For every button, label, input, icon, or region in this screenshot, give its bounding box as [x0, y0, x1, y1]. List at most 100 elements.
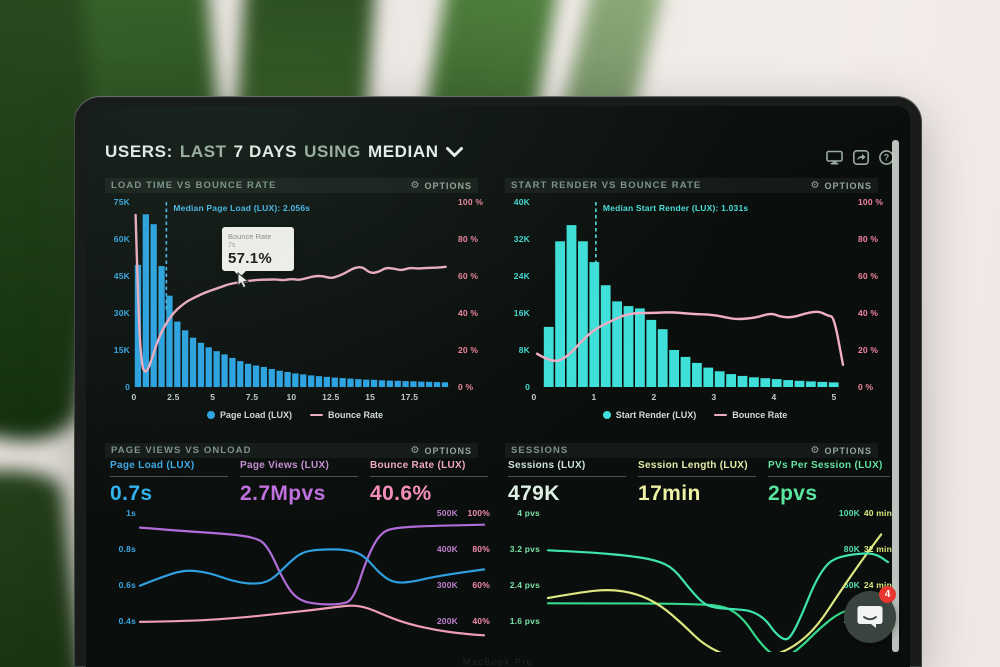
svg-text:2.4 pvs: 2.4 pvs: [510, 580, 540, 590]
metric-value: 17min: [638, 482, 701, 505]
metric-value: 479K: [508, 482, 560, 505]
svg-text:60 %: 60 %: [858, 271, 878, 281]
panel-header-load-time: LOAD TIME VS BOUNCE RATE ⚙ OPTIONS: [105, 178, 478, 193]
svg-text:60%: 60%: [472, 580, 490, 590]
tooltip-value: 57.1%: [228, 250, 273, 267]
panel-header-page-views: PAGE VIEWS VS ONLOAD ⚙ OPTIONS: [105, 443, 478, 458]
svg-text:1s: 1s: [126, 508, 136, 518]
svg-text:0 %: 0 %: [858, 382, 873, 392]
panel-title: LOAD TIME VS BOUNCE RATE: [111, 180, 277, 191]
legend-bounce-rate[interactable]: Bounce Rate: [310, 410, 383, 420]
svg-text:0: 0: [532, 392, 537, 402]
series-dot-icon: [602, 411, 611, 419]
bounce-rate-tooltip: Bounce Rate 7s 57.1%: [222, 227, 294, 277]
options-button[interactable]: ⚙ OPTIONS: [410, 444, 472, 456]
svg-text:0.8s: 0.8s: [119, 544, 136, 554]
header-part: LAST: [179, 142, 227, 161]
svg-text:4: 4: [772, 392, 777, 402]
svg-text:500K: 500K: [437, 508, 459, 518]
options-button[interactable]: ⚙ OPTIONS: [810, 444, 872, 456]
series-line-icon: [310, 413, 323, 417]
svg-text:5: 5: [210, 392, 215, 402]
svg-text:40 %: 40 %: [458, 308, 478, 318]
svg-text:12.5: 12.5: [322, 392, 339, 402]
svg-text:3.2 pvs: 3.2 pvs: [510, 544, 540, 554]
svg-text:15K: 15K: [114, 345, 131, 355]
metric-label: Sessions (LUX): [508, 460, 626, 477]
svg-text:100 %: 100 %: [458, 197, 483, 207]
share-icon[interactable]: [853, 150, 869, 165]
svg-text:2.5: 2.5: [167, 392, 179, 402]
svg-text:15: 15: [365, 392, 375, 402]
svg-text:100K: 100K: [839, 508, 861, 518]
svg-text:3: 3: [712, 392, 717, 402]
display-icon[interactable]: [826, 150, 843, 165]
metric-label: Page Views (LUX): [240, 460, 358, 477]
svg-text:75K: 75K: [114, 197, 131, 207]
options-button[interactable]: ⚙ OPTIONS: [810, 179, 872, 191]
metric-sessions: Sessions (LUX) 479K: [508, 460, 626, 506]
legend-bounce-rate[interactable]: Bounce Rate: [714, 410, 787, 420]
svg-text:10: 10: [286, 392, 296, 402]
chevron-down-icon: [445, 147, 463, 157]
series-dot-icon: [206, 411, 215, 419]
svg-text:1.6 pvs: 1.6 pvs: [510, 616, 540, 626]
header-part: 7 DAYS: [233, 142, 298, 161]
svg-text:1: 1: [592, 392, 597, 402]
scrollbar[interactable]: [892, 140, 899, 652]
panel-title: START RENDER VS BOUNCE RATE: [511, 180, 702, 191]
svg-text:32K: 32K: [514, 234, 531, 244]
svg-text:40K: 40K: [514, 197, 531, 207]
chart-legend: Start Render (LUX) Bounce Rate: [500, 410, 890, 420]
metric-page-load: Page Load (LUX) 0.7s: [110, 460, 228, 506]
metric-label: PVs Per Session (LUX): [768, 460, 890, 477]
metric-label: Session Length (LUX): [638, 460, 756, 477]
gear-icon: ⚙: [810, 179, 821, 191]
gear-icon: ⚙: [410, 444, 421, 456]
panel-header-sessions: SESSIONS ⚙ OPTIONS: [505, 443, 878, 458]
metric-page-views: Page Views (LUX) 2.7Mpvs: [240, 460, 358, 506]
svg-text:40%: 40%: [472, 616, 490, 626]
svg-text:60K: 60K: [844, 580, 861, 590]
gear-icon: ⚙: [410, 179, 421, 191]
panel-title: PAGE VIEWS VS ONLOAD: [111, 445, 252, 456]
svg-text:24K: 24K: [514, 271, 531, 281]
metric-value: 2pvs: [768, 482, 818, 505]
dashboard-screen: USERS: LAST 7 DAYS USING MEDIAN ? LOAD TIME …: [86, 106, 910, 667]
svg-text:16K: 16K: [514, 308, 531, 318]
gear-icon: ⚙: [810, 444, 821, 456]
mouse-cursor-icon: [237, 272, 250, 289]
notification-badge: 4: [879, 586, 896, 603]
svg-text:40 %: 40 %: [858, 308, 878, 318]
legend-start-render[interactable]: Start Render (LUX): [602, 410, 696, 420]
svg-text:80%: 80%: [472, 544, 490, 554]
legend-page-load[interactable]: Page Load (LUX): [206, 410, 292, 420]
svg-text:2: 2: [652, 392, 657, 402]
header-part: MEDIAN: [367, 142, 439, 161]
svg-text:20 %: 20 %: [458, 345, 478, 355]
svg-text:0.4s: 0.4s: [119, 616, 136, 626]
header-part: USERS:: [105, 142, 173, 161]
metric-value: 40.6%: [370, 482, 432, 505]
tooltip-series: Bounce Rate: [228, 232, 272, 241]
options-button[interactable]: ⚙ OPTIONS: [410, 179, 472, 191]
metric-bounce-rate: Bounce Rate (LUX) 40.6%: [370, 460, 488, 506]
svg-text:80K: 80K: [844, 544, 861, 554]
chat-bubble-icon: [857, 606, 883, 628]
svg-text:5: 5: [832, 392, 837, 402]
start-render-vs-bounce-rate-chart[interactable]: 40K 32K 24K 16K 8K 0 100 % 80 % 60 % 40 % 20 % 0 % 0…: [500, 194, 890, 424]
tooltip-x-value: 7s: [228, 242, 236, 249]
device-label: MacBook Pro: [462, 657, 534, 667]
svg-text:0 %: 0 %: [458, 382, 473, 392]
svg-text:7.5: 7.5: [246, 392, 258, 402]
load-time-vs-bounce-rate-chart[interactable]: 75K 60K 45K 30K 15K 0 100 % 80 % 60 % 40 % 20 % 0 %…: [100, 194, 490, 424]
header-dropdown[interactable]: USERS: LAST 7 DAYS USING MEDIAN: [105, 142, 463, 162]
svg-text:300K: 300K: [437, 580, 459, 590]
metric-label: Bounce Rate (LUX): [370, 460, 488, 477]
panel-header-start-render: START RENDER VS BOUNCE RATE ⚙ OPTIONS: [505, 178, 878, 193]
page-views-vs-onload-chart[interactable]: 1s 0.8s 0.6s 0.4s 500K 400K 300K 200K 100% 80% 60%…: [100, 504, 495, 652]
svg-text:45K: 45K: [114, 271, 131, 281]
svg-text:Median Start Render (LUX): 1.0: Median Start Render (LUX): 1.031s: [603, 203, 749, 213]
panel-title: SESSIONS: [511, 445, 569, 456]
